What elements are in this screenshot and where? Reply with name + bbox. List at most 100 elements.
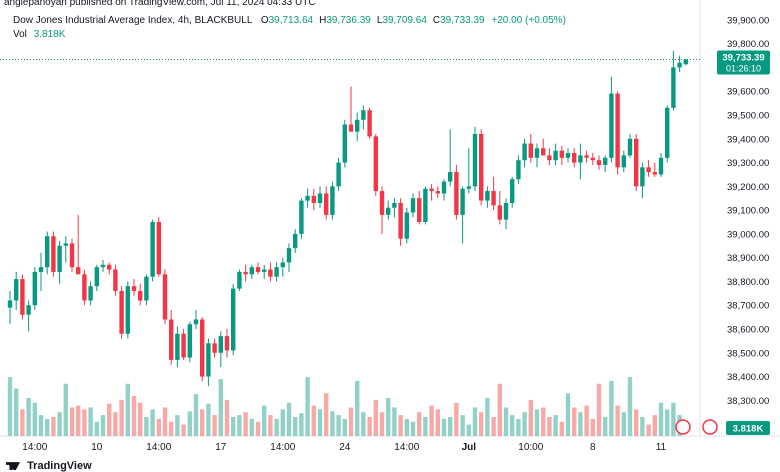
candle-body [218, 336, 223, 353]
candle-body [609, 93, 614, 158]
candle-body [63, 243, 68, 246]
candle-body [590, 157, 595, 161]
candle-body [671, 67, 676, 108]
candle-body [324, 193, 329, 215]
candle-body [57, 245, 62, 272]
volume-bar [404, 418, 409, 436]
volume-bar [534, 409, 540, 436]
event-flag-icon[interactable] [702, 419, 718, 435]
candle-body [144, 276, 149, 301]
volume-bar [94, 421, 99, 436]
volume-bar [237, 415, 242, 436]
y-tick-label: 38,900.00 [727, 253, 769, 264]
volume-bar [559, 421, 564, 436]
volume-bar [249, 418, 254, 436]
volume-tag-value: 3.818K [733, 424, 764, 435]
candle-body [479, 134, 484, 201]
volume-bar [280, 409, 285, 436]
x-tick-label: 10 [91, 442, 103, 453]
volume-bar [7, 377, 13, 436]
volume-bar [20, 409, 25, 436]
volume-bar [274, 418, 279, 436]
candle-body [311, 195, 316, 203]
candle-body [572, 153, 577, 163]
volume-bar [69, 407, 75, 436]
volume-bar [100, 415, 106, 436]
candle-body [646, 167, 651, 173]
ohlc-key-o: O [260, 15, 269, 26]
volume-bar [162, 407, 168, 436]
volume-bar [361, 412, 366, 436]
volume-bar [63, 383, 68, 436]
volume-bar [131, 396, 137, 436]
candle-body [510, 179, 515, 203]
candle-body [268, 269, 273, 277]
volume-bar [150, 409, 155, 436]
candle-body [348, 124, 354, 132]
y-tick-label: 39,800.00 [727, 39, 769, 50]
candle-body [355, 119, 360, 132]
candle-body [162, 274, 168, 320]
candle-body [665, 107, 670, 158]
candle-body [373, 136, 378, 192]
x-tick-label: Jul [462, 442, 477, 453]
symbol-title[interactable]: Dow Jones Industrial Average Index, 4h, … [13, 15, 253, 26]
candle-body [627, 138, 633, 156]
candle-body [45, 236, 50, 268]
candle-body [7, 300, 13, 308]
candle-body [299, 200, 304, 234]
y-tick-label: 38,600.00 [727, 325, 769, 336]
volume-bar [479, 412, 484, 436]
volume-bar [218, 379, 223, 436]
candle-body [14, 279, 19, 301]
candle-body [441, 181, 447, 194]
event-flag-icon[interactable] [675, 419, 691, 435]
candle-body [410, 198, 416, 213]
candle-body [26, 305, 31, 315]
volume-bar [373, 399, 378, 436]
candle-body [237, 271, 242, 289]
candle-body [138, 290, 143, 301]
candle-body [417, 198, 422, 222]
volume-bar [299, 413, 304, 436]
candle-body [317, 193, 323, 203]
volume-bar [45, 418, 50, 436]
ohlc-key-c: C [432, 15, 441, 26]
candle-body [547, 155, 552, 161]
volume-bar [156, 418, 161, 436]
volume-bar [634, 409, 639, 436]
volume-bar [243, 412, 248, 436]
candle-body [683, 59, 688, 65]
candle-body [231, 288, 236, 351]
candle-body [212, 343, 217, 353]
candle-body [88, 286, 93, 301]
x-tick-label: 8 [590, 442, 596, 453]
ohlc-value-c: 39,733.39 [440, 15, 485, 26]
candle-body [82, 274, 87, 301]
candle-body [193, 319, 199, 325]
volume-bar [119, 399, 124, 436]
candle-body [361, 110, 366, 120]
candle-body [224, 336, 230, 351]
y-tick-label: 39,600.00 [727, 87, 769, 98]
volume-bar [200, 409, 205, 436]
candle-body [113, 269, 118, 291]
candle-body [528, 143, 533, 158]
volume-bar [305, 377, 310, 436]
candle-body [621, 155, 626, 168]
volume-bar [293, 417, 298, 436]
candle-body [336, 162, 341, 187]
volume-bar [311, 405, 316, 436]
volume-bar [32, 402, 37, 436]
volume-bar [386, 398, 391, 436]
candle-body [187, 324, 192, 358]
volume-bar [565, 393, 571, 436]
candle-body [156, 222, 161, 275]
candle-body [435, 191, 440, 194]
candle-body [286, 248, 292, 263]
bar-countdown: 01:26:10 [726, 64, 761, 74]
x-tick-label: 10:00 [518, 442, 543, 453]
footer-brand: TradingView [6, 460, 92, 472]
candle-body [32, 271, 37, 306]
